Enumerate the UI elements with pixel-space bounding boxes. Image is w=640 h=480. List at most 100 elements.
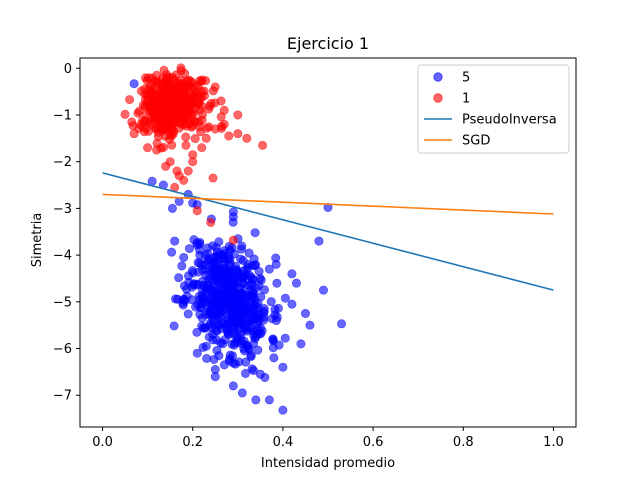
- scatter-point: [200, 260, 210, 270]
- scatter-point: [160, 119, 170, 129]
- scatter-point: [201, 133, 211, 143]
- scatter-point: [192, 348, 202, 358]
- scatter-point: [183, 309, 193, 319]
- scatter-point: [266, 297, 276, 307]
- legend-label: PseudoInversa: [462, 113, 557, 128]
- scatter-point: [337, 319, 347, 329]
- scatter-point: [268, 343, 278, 353]
- series-1-points: [120, 63, 268, 245]
- scatter-point: [202, 353, 212, 363]
- scatter-point: [210, 82, 220, 92]
- scatter-point: [253, 345, 263, 355]
- scatter-point: [264, 264, 274, 274]
- y-tick-label: −5: [53, 295, 72, 310]
- scatter-point: [156, 103, 166, 113]
- scatter-point: [172, 102, 182, 112]
- scatter-point: [159, 65, 169, 75]
- scatter-point: [197, 321, 207, 331]
- y-tick-label: 0: [64, 62, 72, 77]
- scatter-point: [174, 81, 184, 91]
- scatter-point: [210, 124, 220, 134]
- legend-entry-1: 1: [433, 92, 470, 107]
- y-tick-label: −4: [53, 249, 72, 264]
- scatter-point: [187, 99, 197, 109]
- scatter-point: [183, 166, 193, 176]
- scatter-point: [219, 119, 229, 129]
- scatter-point: [233, 300, 243, 310]
- x-axis: 0.0 0.2 0.4 0.6 0.8 1.0: [92, 427, 564, 450]
- scatter-point: [133, 108, 143, 118]
- scatter-point: [219, 105, 229, 115]
- scatter-point: [177, 261, 187, 271]
- scatter-point: [219, 360, 229, 370]
- scatter-point: [167, 203, 177, 213]
- scatter-point: [296, 339, 306, 349]
- scatter-point: [291, 278, 301, 288]
- legend-label: 5: [462, 71, 470, 86]
- scatter-point: [246, 351, 256, 361]
- scatter-point: [224, 319, 234, 329]
- scatter-point: [152, 145, 162, 155]
- series-5-points: [129, 79, 347, 415]
- legend: 5 1 PseudoInversa SGD: [417, 64, 570, 154]
- scatter-point: [251, 395, 261, 405]
- scatter-point: [215, 291, 225, 301]
- chart-title: Ejercicio 1: [287, 34, 369, 53]
- scatter-point: [278, 362, 288, 372]
- x-tick-label: 0.2: [182, 435, 203, 450]
- scatter-point: [208, 241, 218, 251]
- scatter-point: [184, 119, 194, 129]
- plot-area: [102, 63, 554, 415]
- scatter-point: [170, 116, 180, 126]
- scatter-point: [194, 117, 204, 127]
- scatter-point: [127, 117, 137, 127]
- series-line-sgd: [102, 193, 554, 215]
- scatter-point: [204, 332, 214, 342]
- scatter-point: [264, 395, 274, 405]
- scatter-point: [145, 107, 155, 117]
- scatter-point: [174, 273, 184, 283]
- legend-entry-sgd: SGD: [424, 134, 490, 149]
- scatter-point: [177, 94, 187, 104]
- scatter-point: [260, 372, 270, 382]
- scatter-point: [215, 312, 225, 322]
- scatter-point: [254, 266, 264, 276]
- scatter-point: [259, 306, 269, 316]
- scatter-point: [197, 87, 207, 97]
- scatter-point: [228, 235, 238, 245]
- scatter-point: [196, 127, 206, 137]
- scatter-point: [125, 95, 135, 105]
- scatter-point: [228, 381, 238, 391]
- y-tick-label: −1: [53, 108, 72, 123]
- scatter-point: [201, 270, 211, 280]
- scatter-point: [179, 175, 189, 185]
- scatter-point: [184, 277, 194, 287]
- scatter-point: [195, 245, 205, 255]
- scatter-point: [239, 336, 249, 346]
- scatter-point: [180, 69, 190, 79]
- scatter-point: [244, 248, 254, 258]
- scatter-point: [280, 333, 290, 343]
- scatter-point: [153, 85, 163, 95]
- scatter-point: [206, 99, 216, 109]
- scatter-point: [192, 206, 202, 216]
- scatter-point: [268, 334, 278, 344]
- scatter-point: [228, 358, 238, 368]
- legend-marker: [433, 93, 443, 103]
- legend-label: 1: [462, 92, 470, 107]
- x-axis-label: Intensidad promedio: [261, 456, 395, 471]
- x-tick-label: 0.8: [453, 435, 474, 450]
- scatter-point: [247, 274, 257, 284]
- y-tick-label: −6: [53, 342, 72, 357]
- x-tick-label: 1.0: [543, 435, 564, 450]
- scatter-point: [210, 270, 220, 280]
- scatter-point: [169, 321, 179, 331]
- legend-label: SGD: [462, 134, 490, 149]
- y-axis-label: Simetria: [30, 213, 45, 268]
- scatter-point: [206, 217, 216, 227]
- scatter-point: [250, 299, 260, 309]
- y-tick-label: −3: [53, 202, 72, 217]
- scatter-point: [195, 303, 205, 313]
- scatter-point: [208, 173, 218, 183]
- scatter-point: [184, 244, 194, 254]
